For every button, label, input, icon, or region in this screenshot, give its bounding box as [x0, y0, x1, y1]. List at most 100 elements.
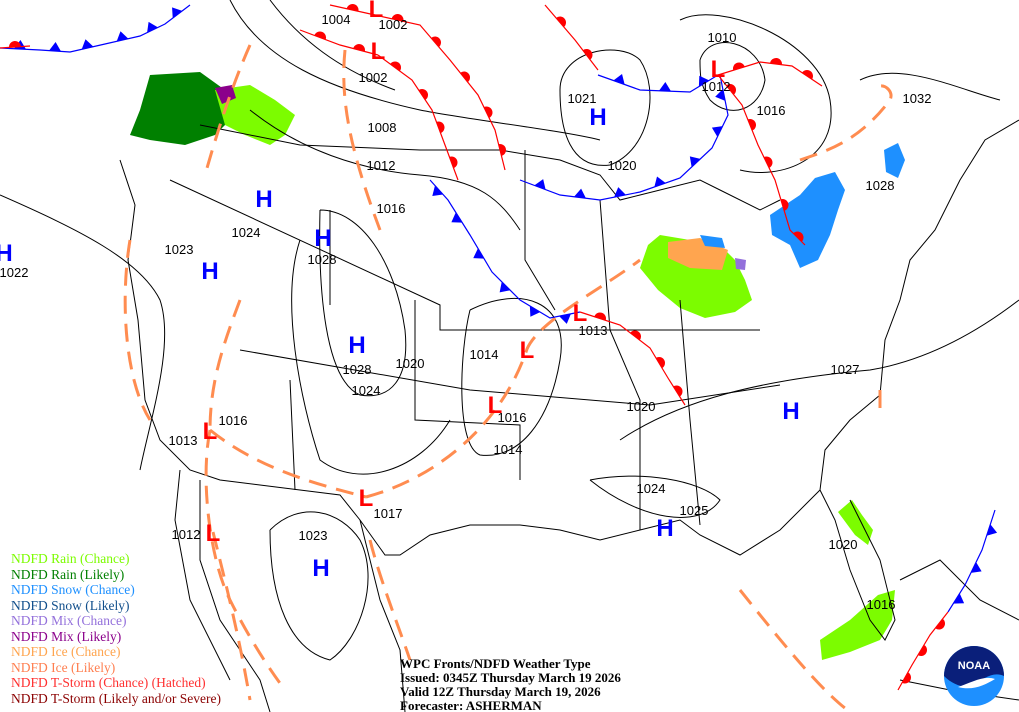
warm-front-semicircle [780, 199, 789, 211]
cold-front-triangle [499, 281, 511, 293]
warm-front-semicircle [390, 61, 401, 72]
cold-front [597, 74, 719, 93]
cold-front-triangle [698, 75, 710, 87]
warm-front-semicircle [733, 62, 745, 71]
low-pressure-center: L [488, 392, 503, 419]
warm-front-semicircle [747, 119, 756, 131]
precipitation-areas [130, 72, 905, 660]
cold-front-triangle [81, 39, 94, 50]
warm-front-semicircle [556, 16, 566, 28]
high-pressure-center: H [0, 240, 13, 267]
warm-front-semicircle [902, 672, 911, 684]
warm-front-semicircle [726, 84, 736, 95]
isobar-label: 1022 [0, 265, 28, 280]
mix-likely-area [215, 85, 236, 104]
isobar-label: 1012 [367, 158, 396, 173]
isobar-label: 1016 [498, 410, 527, 425]
noaa-logo-text: NOAA [958, 660, 990, 672]
low-pressure-center: L [359, 485, 374, 512]
isobars [0, 0, 1019, 661]
isobar-label: 1014 [470, 347, 499, 362]
isobar-label: 1016 [867, 597, 896, 612]
isobar-label: 1028 [308, 252, 337, 267]
isobar-label: 1012 [172, 527, 201, 542]
cold-front-triangle [659, 82, 671, 92]
warm-front-semicircle [673, 385, 683, 397]
cold-front [519, 74, 729, 201]
cold-front [0, 4, 191, 53]
cold-front-triangle [986, 524, 998, 536]
isobar-label: 1010 [708, 30, 737, 45]
cold-front-triangle [715, 89, 726, 101]
caption-valid: Valid 12Z Thursday March 19, 2026 [400, 684, 601, 699]
isobar-label: 1016 [757, 103, 786, 118]
warm-front-semicircle [802, 70, 813, 80]
noaa-logo: NOAA [944, 646, 1004, 706]
isobar-label: 1023 [299, 528, 328, 543]
legend: NDFD Rain (Chance) NDFD Rain (Likely) NDFD… [11, 551, 221, 706]
low-pressure-center: L [711, 56, 726, 83]
legend-item: NDFD Ice (Likely) [11, 659, 116, 675]
legend-item: NDFD Snow (Chance) [11, 582, 135, 597]
warm-front-semicircle [655, 357, 665, 369]
cold-front-triangle [473, 248, 485, 259]
cold-front-triangle [432, 185, 444, 197]
cold-front-triangle [970, 562, 982, 573]
isobar-label: 1013 [169, 433, 198, 448]
low-pressure-center: L [520, 337, 535, 364]
map-caption: WPC Fronts/NDFD Weather Type Issued: 034… [400, 657, 621, 712]
warm-front-semicircle [498, 144, 506, 156]
warm-front-semicircle [449, 156, 458, 169]
cold-front-triangle [172, 7, 183, 19]
cold-front-triangle [534, 179, 546, 190]
caption-issued: Issued: 0345Z Thursday March 19 2026 [400, 670, 621, 685]
isobar-label: 1020 [627, 399, 656, 414]
warm-front [717, 58, 823, 87]
high-pressure-center: H [314, 225, 331, 252]
legend-item: NDFD T-Storm (Chance) (Hatched) [11, 675, 206, 690]
warm-front-semicircle [582, 49, 593, 60]
warm-front-semicircle [431, 36, 441, 48]
isobar-label: 1032 [903, 91, 932, 106]
isobar-label: 1023 [165, 242, 194, 257]
cold-front-triangle [49, 42, 61, 52]
cold-front-triangle [711, 126, 723, 137]
warm-front-semicircle [483, 106, 493, 118]
snow-chance-area [884, 143, 905, 178]
warm-front [897, 611, 949, 691]
high-pressure-center: H [589, 104, 606, 131]
coastlines-and-borders [119, 119, 1019, 712]
caption-title: WPC Fronts/NDFD Weather Type [400, 656, 591, 671]
warm-front [544, 4, 599, 71]
cold-front-triangle [654, 176, 666, 187]
isobar-label: 1004 [322, 12, 351, 27]
warm-front-semicircle [391, 14, 404, 22]
cold-front [947, 509, 998, 613]
warm-front-semicircle [460, 71, 470, 83]
isobar-label: 1002 [379, 17, 408, 32]
low-pressure-center: L [371, 38, 386, 65]
isobar-label: 1017 [374, 506, 403, 521]
legend-item: NDFD Mix (Likely) [11, 628, 122, 644]
warm-front-semicircle [770, 58, 782, 65]
isobar-label: 1014 [494, 442, 523, 457]
isobar-label: 1016 [219, 413, 248, 428]
isobar-label: 1020 [829, 537, 858, 552]
warm-front [717, 74, 806, 246]
warm-front-semicircle [418, 89, 428, 100]
warm-front-semicircle [346, 4, 359, 12]
snow-chance-area [700, 235, 725, 248]
warm-front-semicircle [917, 644, 927, 656]
cold-front-triangle [451, 212, 463, 223]
cold-front-triangle [953, 593, 965, 604]
high-pressure-center: H [348, 332, 365, 359]
high-pressure-center: H [312, 555, 329, 582]
cold-front-triangle [559, 313, 571, 324]
high-pressure-center: H [782, 398, 799, 425]
low-pressure-center: L [369, 0, 384, 23]
warm-front [579, 311, 686, 406]
legend-item: NDFD Mix (Chance) [11, 613, 127, 628]
warm-front-semicircle [594, 312, 606, 321]
rain-likely-area [130, 72, 275, 145]
rain-chance-area [838, 500, 873, 545]
